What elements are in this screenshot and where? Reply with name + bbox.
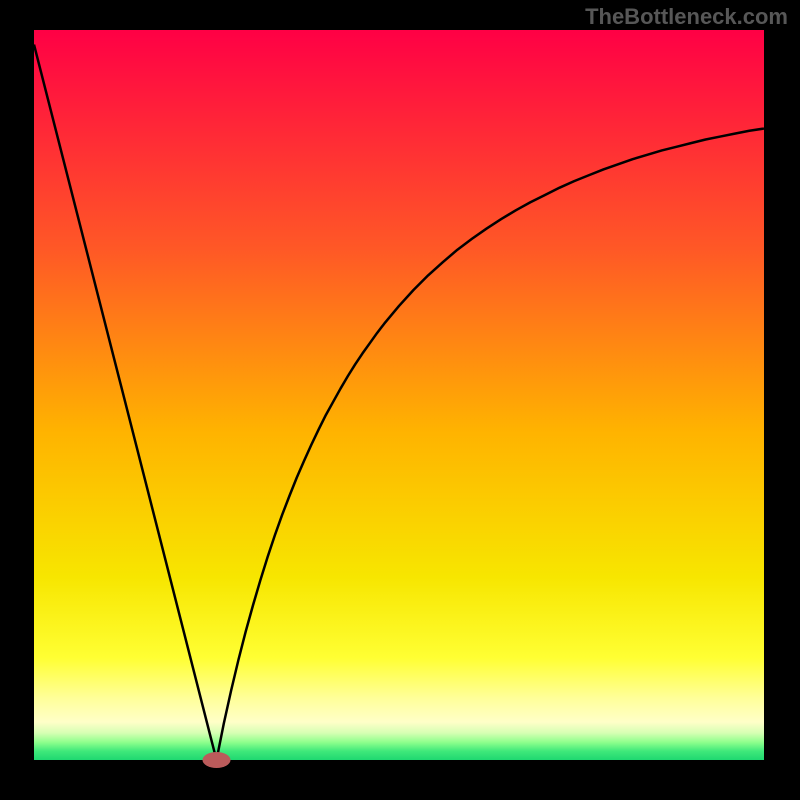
minimum-marker <box>203 752 231 768</box>
watermark-text: TheBottleneck.com <box>585 4 788 30</box>
plot-gradient <box>34 30 764 760</box>
bottleneck-chart <box>0 0 800 800</box>
chart-container: TheBottleneck.com <box>0 0 800 800</box>
